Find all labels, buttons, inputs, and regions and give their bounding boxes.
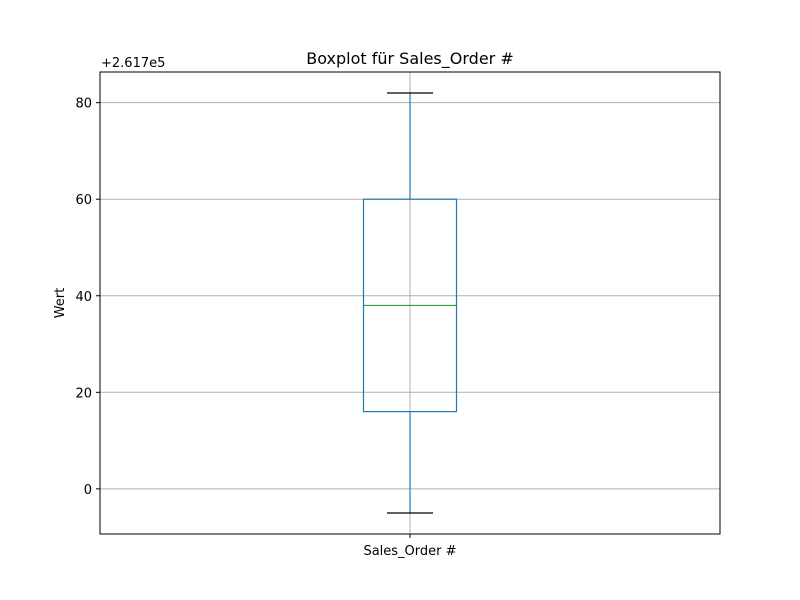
box-layer <box>362 92 458 514</box>
y-tick-label: 40 <box>75 290 92 305</box>
y-tick-label: 60 <box>75 193 92 208</box>
x-tick-label: Sales_Order # <box>363 544 456 559</box>
y-tick-label: 20 <box>75 386 92 401</box>
y-axis-label: Wert <box>53 288 68 319</box>
y-tick-label: 80 <box>75 97 92 112</box>
plot-frame <box>99 71 721 535</box>
chart-title: Boxplot für Sales_Order # <box>306 49 513 69</box>
y-offset-label: +2.617e5 <box>101 56 165 71</box>
axis-layer: 0 20 40 60 80 Sales_Order # <box>75 97 456 559</box>
y-tick-label: 0 <box>84 483 92 498</box>
